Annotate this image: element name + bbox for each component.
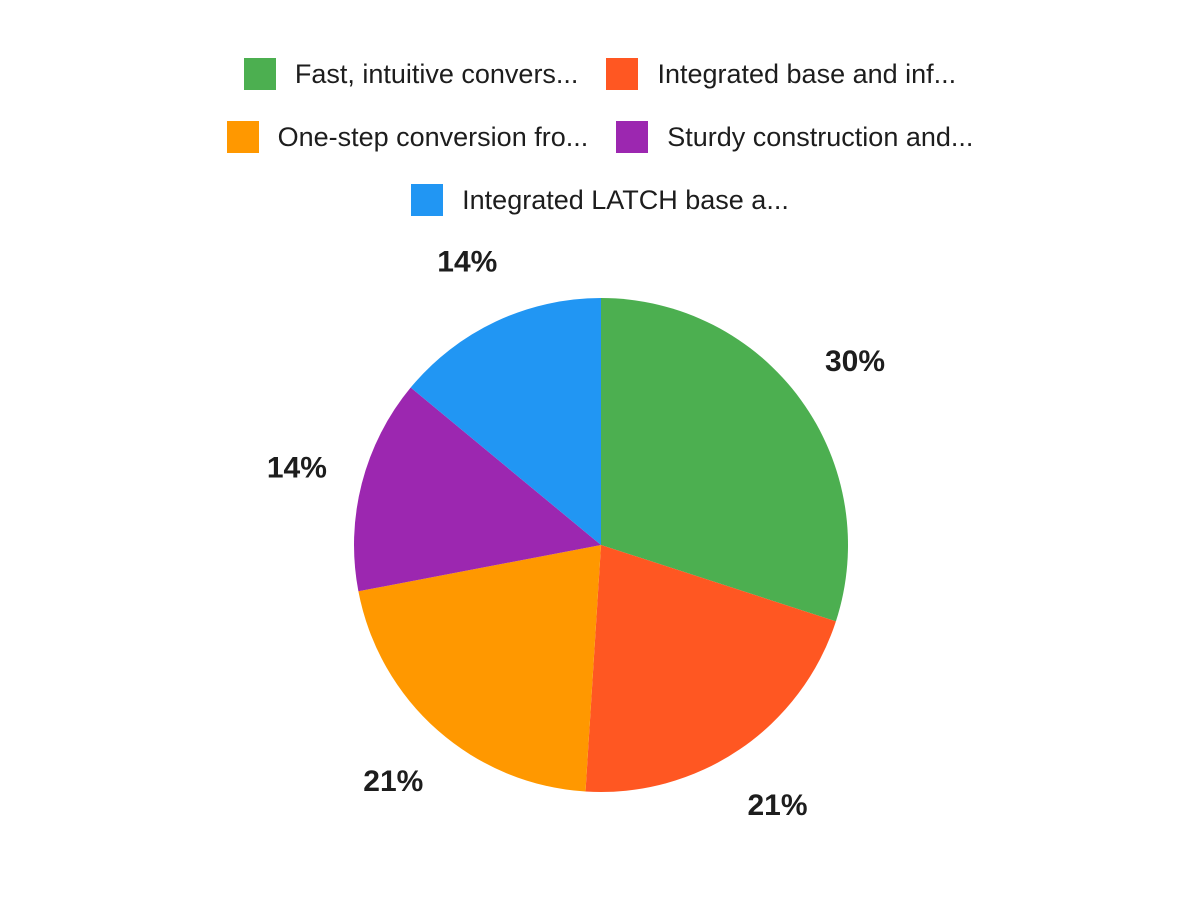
legend-swatch-icon (243, 58, 276, 90)
legend-item-2[interactable]: Integrated base and inf... (606, 58, 956, 90)
pie-slice-3[interactable] (358, 545, 601, 792)
pie-slice-percent-label: 14% (267, 451, 327, 484)
legend-swatch-icon (616, 121, 649, 153)
legend-label: Sturdy construction and... (667, 122, 974, 152)
legend-row: Fast, intuitive convers... Integrated bas… (13, 58, 1187, 90)
legend-row: One-step conversion fro... Sturdy constru… (13, 121, 1187, 153)
chart-legend: Fast, intuitive convers... Integrated bas… (13, 58, 1187, 216)
pie-slice-4[interactable] (354, 387, 601, 592)
pie-slice-percent-label: 14% (437, 245, 497, 278)
pie-slice-percent-label: 21% (747, 789, 807, 822)
pie-slice-5[interactable] (410, 298, 601, 545)
legend-label: One-step conversion fro... (277, 122, 589, 152)
legend-row: Integrated LATCH base a... (13, 184, 1187, 216)
pie-slice-2[interactable] (585, 545, 836, 792)
legend-item-5[interactable]: Integrated LATCH base a... (411, 184, 789, 216)
legend-swatch-icon (606, 58, 639, 90)
legend-label: Fast, intuitive convers... (294, 59, 579, 89)
legend-item-1[interactable]: Fast, intuitive convers... (243, 58, 579, 90)
legend-label: Integrated base and inf... (657, 59, 957, 89)
legend-swatch-icon (411, 184, 444, 216)
legend-item-4[interactable]: Sturdy construction and... (616, 121, 973, 153)
pie-slice-percent-label: 21% (363, 765, 423, 798)
pie-slice-1[interactable] (601, 298, 848, 622)
legend-label: Integrated LATCH base a... (462, 185, 789, 215)
legend-swatch-icon (226, 121, 259, 153)
legend-item-3[interactable]: One-step conversion fro... (226, 121, 589, 153)
pie-slice-percent-label: 30% (825, 345, 885, 378)
